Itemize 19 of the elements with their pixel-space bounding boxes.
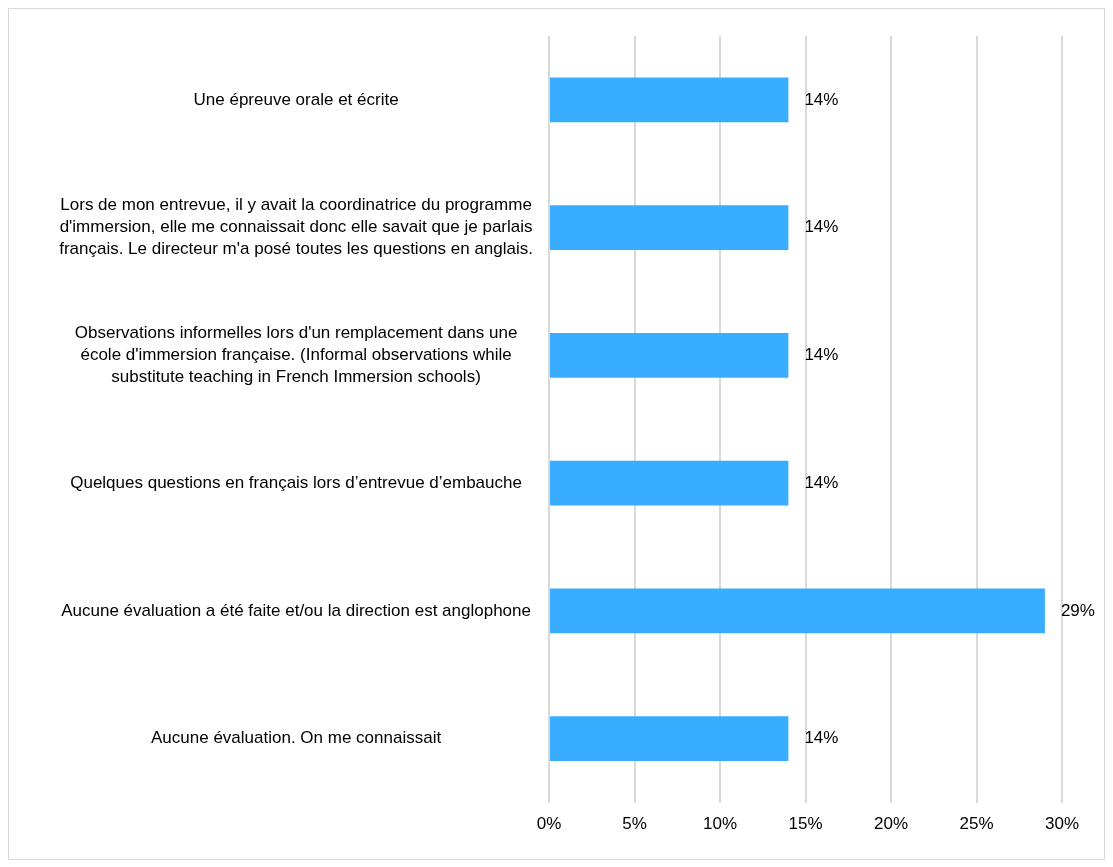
data-label: 29% (1060, 600, 1095, 620)
data-label: 14% (804, 472, 839, 492)
x-tick-label: 30% (1044, 814, 1080, 834)
x-tick-label: 10% (702, 814, 738, 834)
y-tick-label: Observations informelles lors d'un remplacement dans une école d'immersion française. (Informal observations while substitute teaching in French Immersion schools) (74, 323, 518, 387)
y-tick-label: Lors de mon entrevue, il y avait la coordinatrice du programme d'immersion, elle me connaissait donc elle savait que je parlais français. Le directeur m'a posé toutes les questions en anglais. (59, 195, 533, 259)
x-tick-label: 15% (788, 814, 823, 834)
y-tick-label: Une épreuve orale et écrite (193, 89, 399, 109)
x-tick-label: 5% (622, 814, 647, 834)
y-tick-label: Quelques questions en français lors d’entrevue d’embauche (70, 472, 522, 492)
data-label: 14% (804, 89, 839, 109)
x-tick-label: 20% (873, 814, 909, 834)
y-tick-label: Aucune évaluation. On me connaissait (151, 728, 442, 748)
data-label: 14% (804, 217, 839, 237)
data-label: 14% (804, 728, 839, 748)
x-tick-label: 25% (959, 814, 994, 834)
data-label: 14% (804, 345, 839, 365)
y-tick-label: Aucune évaluation a été faite et/ou la direction est anglophone (61, 600, 531, 620)
x-tick-label: 0% (536, 814, 562, 834)
